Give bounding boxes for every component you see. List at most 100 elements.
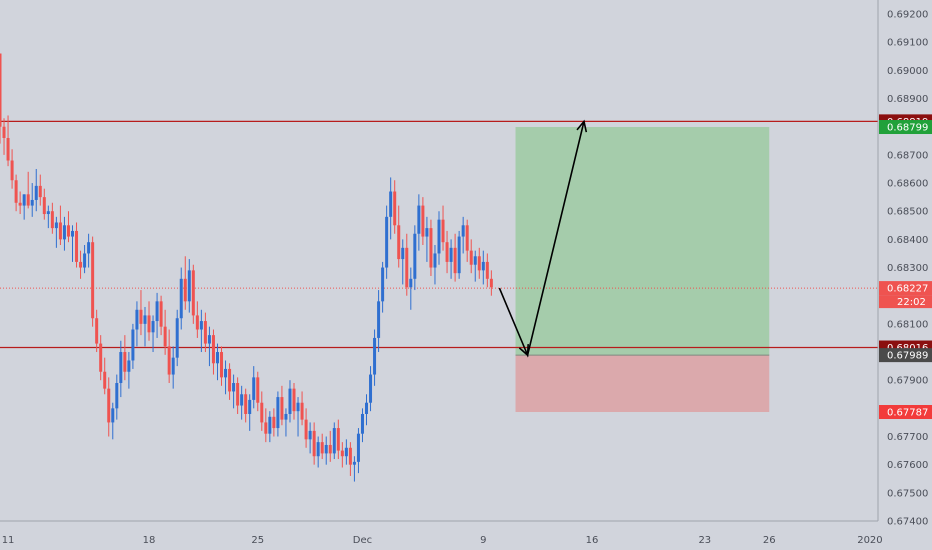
candle-body [417, 205, 421, 234]
candle-body [344, 447, 348, 457]
price-tag-label: 0.67989 [887, 351, 928, 362]
candle-body [191, 270, 195, 316]
x-tick-label: 16 [586, 535, 599, 546]
x-tick-label: 11 [2, 535, 15, 546]
horizontal-lines[interactable] [0, 120, 878, 349]
x-tick-label: 26 [763, 535, 776, 546]
x-tick-label: 23 [698, 535, 711, 546]
candle-body [111, 408, 115, 423]
candle-body [328, 444, 332, 454]
candle-body [46, 211, 50, 215]
candle-body [348, 447, 352, 465]
candle-body [159, 301, 163, 327]
candle-body [437, 219, 441, 254]
candle-body [123, 352, 127, 372]
candle-body [18, 202, 22, 206]
x-tick-label: 2020 [857, 535, 882, 546]
candle-body [453, 247, 457, 274]
candle-body [107, 388, 111, 423]
candle-body [449, 247, 453, 262]
candle-body [236, 383, 240, 406]
candle-body [38, 185, 42, 198]
candle-body [433, 253, 437, 268]
candle-body [308, 430, 312, 440]
candle-body [215, 352, 219, 364]
candle-body [461, 225, 465, 237]
candle-body [195, 315, 199, 330]
price-tag-label: 0.68799 [887, 123, 928, 134]
candle-body [42, 197, 46, 215]
candle-body [119, 352, 123, 384]
price-tag-label: 0.67787 [887, 408, 928, 419]
candle-body [14, 180, 18, 203]
candle-body [365, 402, 369, 414]
candle-body [296, 402, 300, 412]
projection-arrows[interactable] [498, 119, 588, 358]
candle-body [10, 160, 14, 181]
countdown-tag [879, 295, 932, 309]
candle-body [292, 388, 296, 412]
candle-body [0, 53, 2, 127]
y-tick-label: 0.67900 [887, 376, 928, 387]
candle-body [50, 211, 54, 229]
candle-body [183, 278, 187, 302]
candle-body [207, 335, 211, 344]
candle-body [336, 428, 340, 451]
y-tick-label: 0.68600 [887, 179, 928, 190]
candle-body [381, 267, 385, 302]
y-tick-label: 0.69100 [887, 38, 928, 49]
x-tick-label: 18 [143, 535, 156, 546]
price-tag [879, 405, 932, 420]
candle-body [203, 321, 207, 344]
candle-body [143, 315, 147, 324]
candle-body [405, 247, 409, 288]
price-tags: 0.688190.687990.682270.680160.679890.677… [879, 114, 932, 420]
candle-body [276, 397, 280, 429]
candle-body [385, 216, 389, 268]
candle-body [127, 360, 131, 372]
candle-body [369, 374, 373, 403]
candle-body [393, 191, 397, 226]
x-tick-label: Dec [353, 535, 372, 546]
y-tick-label: 0.68100 [887, 319, 928, 330]
candle-body [304, 419, 308, 440]
candle-body [171, 357, 175, 375]
candle-body [83, 253, 87, 268]
y-tick-label: 0.68700 [887, 150, 928, 161]
candle-body [75, 230, 79, 262]
candle-body [66, 225, 70, 237]
candle-body [445, 242, 449, 262]
candle-body [62, 225, 66, 240]
candle-body [256, 377, 260, 403]
candle-body [2, 126, 6, 138]
candle-body [252, 377, 256, 400]
candle-body [228, 368, 232, 392]
candle-body [95, 318, 99, 344]
candle-body [151, 321, 155, 333]
candle-body [389, 191, 393, 217]
countdown-label: 22:02 [897, 297, 926, 308]
x-tick-label: 25 [251, 535, 264, 546]
candle-body [6, 137, 10, 161]
position-zones[interactable] [515, 127, 770, 413]
y-tick-label: 0.67600 [887, 460, 928, 471]
x-tick-labels: 11 18 25 Dec 9 16 23 26 2020 [2, 535, 883, 546]
candle-body [272, 416, 276, 429]
candle-body [26, 194, 30, 206]
candle-body [477, 256, 481, 271]
candle-body [232, 383, 236, 392]
y-tick-label: 0.68300 [887, 263, 928, 274]
y-tick-label: 0.67500 [887, 488, 928, 499]
candle-body [377, 301, 381, 338]
y-tick-label: 0.68400 [887, 235, 928, 246]
y-tick-label: 0.67400 [887, 517, 928, 528]
profit-zone[interactable] [515, 127, 770, 356]
candle-body [54, 222, 58, 229]
candle-body [356, 433, 360, 462]
candle-body [312, 430, 316, 457]
candle-body [22, 194, 26, 206]
loss-zone[interactable] [515, 355, 770, 413]
candle-body [421, 205, 425, 237]
candle-body [288, 388, 292, 414]
